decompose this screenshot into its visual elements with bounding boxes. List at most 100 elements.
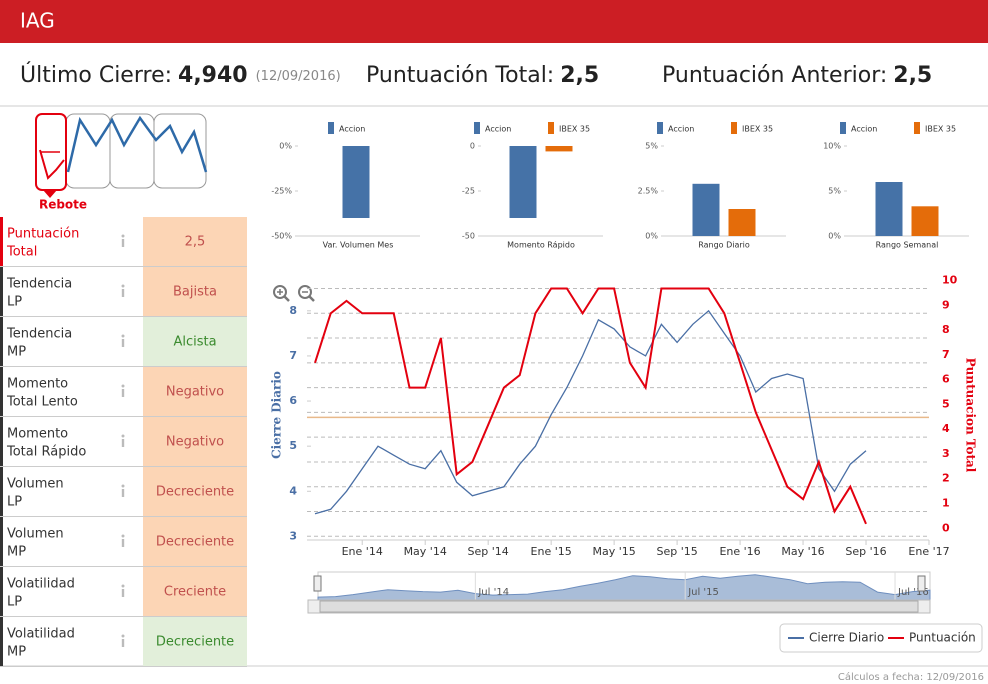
y2-tick-label: 9	[942, 298, 950, 311]
zoom-out[interactable]	[298, 285, 315, 302]
info-bar	[121, 539, 125, 547]
x-tick-label: Ene '17	[908, 545, 949, 558]
legend-swatch	[474, 122, 480, 134]
indicator-label: MP	[7, 545, 26, 560]
zoom-handle[interactable]	[308, 295, 315, 302]
y-tick-label: 5%	[828, 187, 841, 196]
bar	[875, 182, 903, 236]
indicator-value: Decreciente	[156, 485, 234, 500]
indicator-label: Momento	[7, 427, 68, 442]
y-tick-label: 0%	[645, 232, 658, 241]
legend-label: IBEX 35	[742, 125, 773, 134]
legend-label: IBEX 35	[925, 125, 956, 134]
y-tick-label: 0%	[828, 232, 841, 241]
indicator-border	[0, 317, 3, 366]
x-tick-label: Rango Semanal	[876, 241, 939, 250]
zoom-handle[interactable]	[283, 295, 290, 302]
frame	[109, 113, 155, 189]
info-dot	[121, 434, 125, 438]
bar	[692, 183, 720, 236]
indicator-value-bg	[143, 367, 247, 416]
legend-swatch	[657, 122, 663, 134]
zoom-glass[interactable]	[298, 285, 312, 299]
indicator-value: Creciente	[164, 585, 226, 600]
indicator-label: LP	[7, 595, 22, 610]
indicator-label: Total	[6, 245, 37, 260]
indicator-value: Decreciente	[156, 535, 234, 550]
x-tick-label: May '15	[592, 545, 635, 558]
indicator-value: Negativo	[166, 385, 224, 400]
indicator-value: Alcista	[173, 335, 216, 350]
navigator-tick-label: Jul '15	[687, 587, 719, 598]
label: Último Cierre:	[20, 62, 172, 88]
y-tick-label: 2.5%	[638, 187, 659, 196]
frame	[153, 113, 207, 189]
bar	[545, 146, 573, 152]
value: 2,5	[560, 63, 599, 88]
info-bar	[121, 439, 125, 447]
indicator-label: Momento	[7, 377, 68, 392]
legend-box	[779, 623, 983, 653]
indicator-value-bg	[143, 317, 247, 366]
x-tick-label: Sep '15	[656, 545, 697, 558]
indicator-border	[0, 467, 3, 516]
y2-tick-label: 4	[942, 422, 950, 435]
indicator-label: Tendencia	[6, 277, 72, 292]
summary-last-close: Último Cierre: 4,940 (12/09/2016)	[20, 62, 341, 88]
y2-tick-label: 1	[942, 497, 950, 510]
info-bar	[121, 639, 125, 647]
x-tick-label: Ene '15	[531, 545, 572, 558]
date: (12/09/2016)	[256, 69, 341, 84]
indicator-label: Volatilidad	[7, 627, 75, 642]
info-bar	[121, 339, 125, 347]
indicator-value-bg	[143, 217, 247, 266]
zoom-glass[interactable]	[273, 285, 287, 299]
indicator-border	[0, 617, 3, 666]
indicator-label: Total Rápido	[6, 445, 86, 460]
y-tick-label: 4	[289, 484, 297, 497]
info-bar	[121, 389, 125, 397]
legend-label: Puntuación	[909, 631, 976, 645]
y-tick-label: -50%	[271, 232, 292, 241]
legend-label: Cierre Diario	[809, 631, 884, 645]
info-dot	[121, 334, 125, 338]
indicator-border	[0, 417, 3, 466]
x-tick-label: Var. Volumen Mes	[323, 241, 394, 250]
bounce-arrow	[39, 149, 65, 180]
x-tick-label: Ene '16	[719, 545, 760, 558]
indicator-label: Volatilidad	[7, 577, 75, 592]
header-bar	[0, 0, 988, 43]
navigator-tick-label: Jul '14	[477, 587, 509, 598]
y-tick-label: -25%	[271, 187, 292, 196]
indicator-label: Puntuación	[7, 227, 79, 242]
legend-swatch	[548, 122, 554, 134]
indicator-value-bg	[143, 617, 247, 666]
y2-tick-label: 3	[942, 447, 950, 460]
zoom-in[interactable]	[273, 285, 290, 302]
indicator-border	[0, 267, 3, 316]
header-title: IAG	[20, 9, 55, 33]
y-tick-label: -50	[462, 232, 475, 241]
navigator-handle[interactable]	[313, 575, 322, 592]
bar	[509, 146, 537, 218]
indicator-value: 2,5	[185, 235, 206, 250]
legend-label: Accion	[339, 125, 365, 134]
scrollbar-thumb[interactable]	[319, 600, 919, 613]
legend-label: Accion	[485, 125, 511, 134]
series-line	[314, 309, 867, 515]
indicator-label: Volumen	[7, 527, 64, 542]
y-tick-label: 5%	[645, 142, 658, 151]
y2-tick-label: 10	[942, 273, 958, 286]
x-tick-label: Sep '14	[468, 545, 509, 558]
y2-tick-label: 5	[942, 397, 950, 410]
info-dot	[121, 484, 125, 488]
y2-tick-label: 8	[942, 323, 950, 336]
x-tick-label: Momento Rápido	[507, 241, 575, 250]
info-dot	[121, 384, 125, 388]
indicator-label: LP	[7, 295, 22, 310]
navigator-area	[317, 574, 931, 601]
navigator-handle[interactable]	[917, 575, 926, 592]
indicator-value-bg	[143, 417, 247, 466]
indicator-label: Volumen	[7, 477, 64, 492]
x-tick-label: Ene '14	[342, 545, 383, 558]
